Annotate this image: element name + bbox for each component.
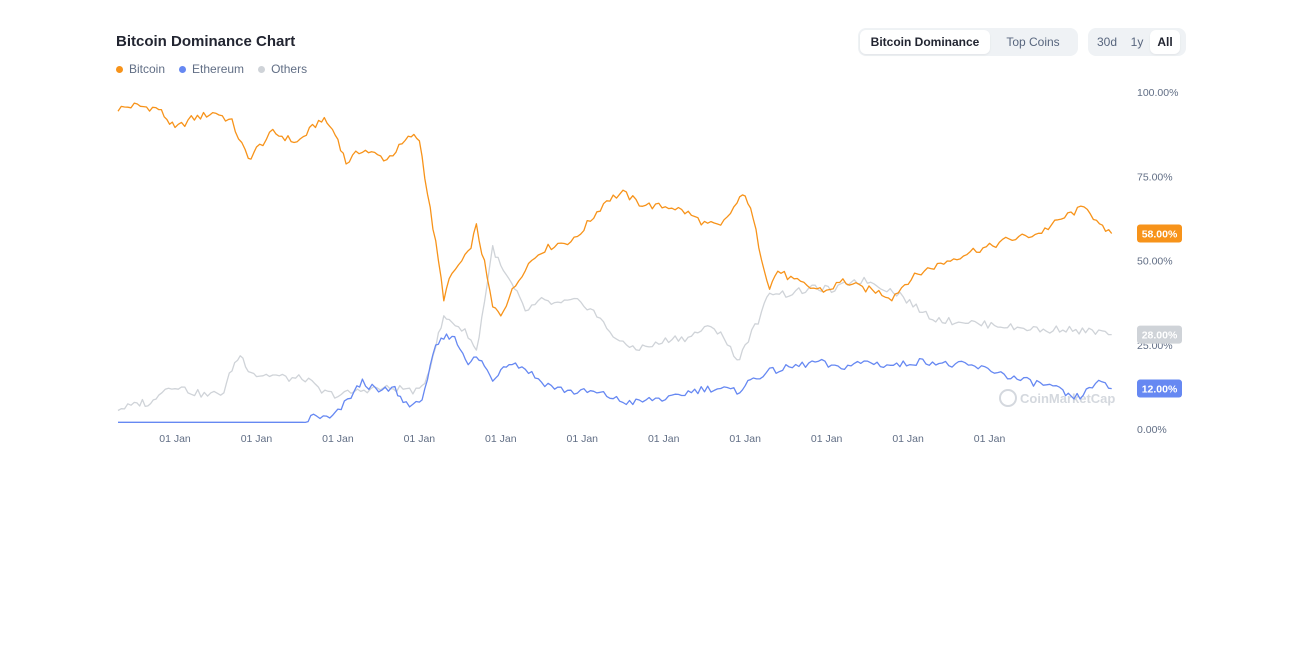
y-tick-label: 100.00%	[1137, 87, 1178, 99]
y-tick-label: 50.00%	[1137, 256, 1173, 268]
legend-label-bitcoin: Bitcoin	[129, 62, 166, 76]
series-line-others	[117, 244, 1112, 412]
legend-item-others[interactable]: Others	[258, 62, 307, 76]
range-all-button[interactable]: All	[1150, 30, 1180, 54]
legend-item-ethereum[interactable]: Ethereum	[179, 62, 244, 76]
x-tick-label: 01 Jan	[892, 433, 924, 445]
x-tick-label: 01 Jan	[974, 433, 1006, 445]
current-value-label-ethereum: 12.00%	[1142, 384, 1178, 396]
watermark-text: CoinMarketCap	[1020, 391, 1115, 406]
x-tick-label: 01 Jan	[648, 433, 680, 445]
current-value-label-others: 28.00%	[1142, 330, 1178, 342]
x-tick-label: 01 Jan	[485, 433, 517, 445]
series-line-ethereum	[118, 333, 1112, 424]
x-tick-label: 01 Jan	[159, 433, 191, 445]
tab-bitcoin-dominance[interactable]: Bitcoin Dominance	[860, 30, 990, 54]
x-tick-label: 01 Jan	[567, 433, 599, 445]
range-30d-button[interactable]: 30d	[1096, 35, 1118, 49]
range-1y-button[interactable]: 1y	[1130, 35, 1144, 49]
tab-top-coins[interactable]: Top Coins	[1006, 35, 1060, 49]
y-tick-label: 75.00%	[1137, 171, 1173, 183]
series-line-bitcoin	[117, 102, 1113, 317]
x-tick-label: 01 Jan	[404, 433, 436, 445]
view-toggle: Bitcoin Dominance Top Coins	[858, 28, 1078, 56]
y-tick-label: 0.00%	[1137, 424, 1167, 436]
chart-legend: Bitcoin Ethereum Others	[116, 62, 307, 76]
current-value-tag-ethereum	[1137, 379, 1182, 398]
range-toggle: 30d 1y All	[1088, 28, 1186, 56]
legend-dot-others	[258, 65, 266, 73]
x-tick-label: 01 Jan	[241, 433, 273, 445]
coinmarketcap-logo-icon	[999, 389, 1017, 407]
x-tick-label: 01 Jan	[322, 433, 354, 445]
legend-dot-ethereum	[179, 65, 187, 73]
current-value-tag-others	[1137, 325, 1182, 344]
x-tick-label: 01 Jan	[729, 433, 761, 445]
legend-label-ethereum: Ethereum	[192, 62, 245, 76]
x-tick-label: 01 Jan	[811, 433, 843, 445]
current-value-label-bitcoin: 58.00%	[1142, 229, 1178, 241]
legend-item-bitcoin[interactable]: Bitcoin	[116, 62, 165, 76]
chart-title: Bitcoin Dominance Chart	[116, 33, 296, 50]
legend-label-others: Others	[271, 62, 308, 76]
legend-dot-bitcoin	[116, 65, 123, 73]
current-value-tag-bitcoin	[1137, 224, 1182, 243]
